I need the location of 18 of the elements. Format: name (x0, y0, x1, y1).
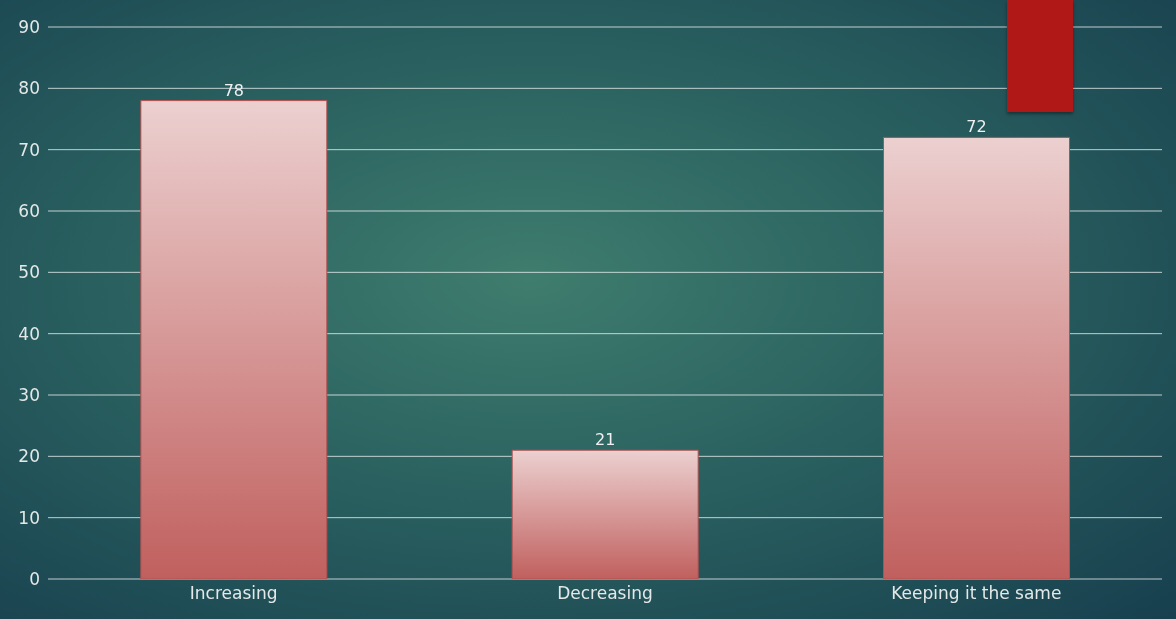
y-tick-label: 50 (18, 262, 40, 283)
y-tick-label: 10 (18, 507, 40, 528)
y-tick-label: 0 (29, 569, 40, 590)
y-tick-label: 80 (18, 78, 40, 99)
y-tick-label: 40 (18, 323, 40, 344)
bar (140, 100, 328, 579)
data-label: 21 (594, 430, 616, 450)
x-tick-label: Increasing (189, 583, 278, 604)
y-tick-label: 90 (18, 17, 40, 38)
x-tick-label: Keeping it the same (891, 583, 1062, 604)
x-tick-label: Decreasing (557, 583, 653, 604)
data-label: 72 (966, 117, 987, 137)
y-tick-label: 60 (18, 201, 40, 222)
bar (883, 136, 1070, 579)
bar (511, 449, 699, 579)
y-tick-label: 70 (18, 139, 40, 160)
y-tick-label: 20 (18, 446, 40, 467)
y-tick-label: 30 (18, 385, 40, 406)
